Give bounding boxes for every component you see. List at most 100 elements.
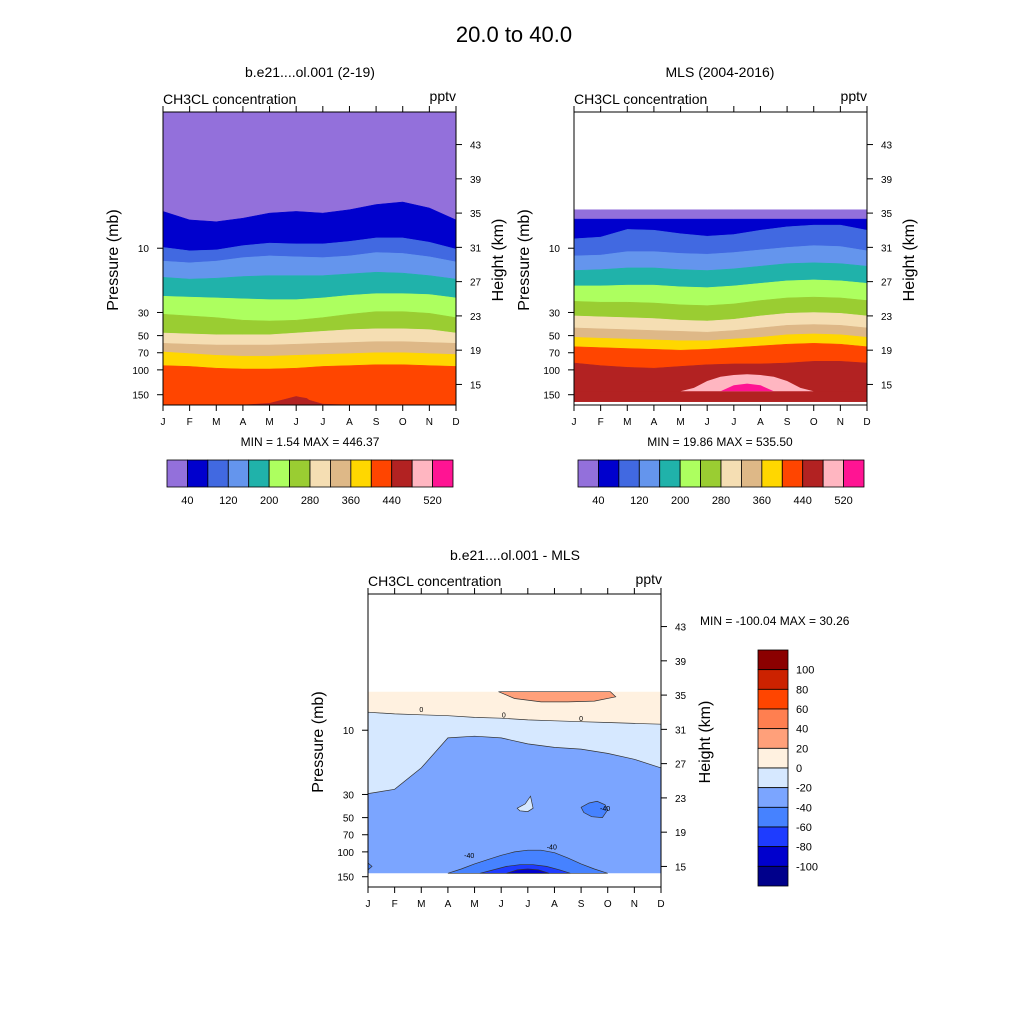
panel-diff-subtitle-right: pptv bbox=[636, 571, 662, 587]
model-colorbar-label: 440 bbox=[383, 495, 401, 507]
mls-month-label: N bbox=[837, 417, 844, 428]
mls-month-label: A bbox=[757, 417, 764, 428]
model-colorbar-label: 280 bbox=[301, 495, 319, 507]
mls-pressure-label: 150 bbox=[543, 391, 560, 402]
mls-colorbar-label: 440 bbox=[794, 495, 812, 507]
mls-band bbox=[573, 391, 868, 402]
diff-colorbar-swatch bbox=[757, 649, 789, 671]
mls-month-label: O bbox=[810, 417, 818, 428]
diff-height-label: 43 bbox=[675, 623, 687, 634]
diff-colorbar-swatch bbox=[757, 708, 789, 730]
diff-colorbar-label: 0 bbox=[796, 763, 802, 775]
diff-colorbar-swatch bbox=[757, 688, 789, 710]
diff-frame bbox=[367, 593, 662, 888]
mls-frame bbox=[573, 111, 868, 406]
diff-lobe-minus80 bbox=[506, 868, 550, 874]
mls-month-label: M bbox=[676, 417, 684, 428]
diff-colorbar-swatch bbox=[757, 728, 789, 749]
mls-colorbar-swatch bbox=[618, 459, 640, 488]
diff-month-label: S bbox=[578, 899, 585, 910]
diff-colorbar-label: 100 bbox=[796, 665, 814, 677]
model-height-label: 35 bbox=[470, 209, 482, 220]
diff-colorbar-swatch bbox=[757, 826, 789, 848]
model-height-label: 27 bbox=[470, 278, 482, 289]
panel-mls-ylabel-right: Height (km) bbox=[901, 219, 918, 302]
diff-height-label: 15 bbox=[675, 862, 687, 873]
diff-month-label: N bbox=[631, 899, 638, 910]
mls-height-label: 39 bbox=[881, 175, 893, 186]
panel-mls-stats: MIN = 19.86 MAX = 535.50 bbox=[647, 435, 793, 449]
diff-contour-label: -40 bbox=[600, 806, 610, 813]
model-month-label: S bbox=[373, 417, 380, 428]
diff-height-label: 31 bbox=[675, 725, 687, 736]
panel-mls-title: MLS (2004-2016) bbox=[666, 64, 775, 80]
panel-model-ylabel-left: Pressure (mb) bbox=[105, 209, 122, 310]
diff-colorbar-label: -80 bbox=[796, 842, 812, 854]
diff-month-label: J bbox=[366, 899, 371, 910]
mls-colorbar-swatch bbox=[679, 459, 701, 488]
mls-height-label: 15 bbox=[881, 380, 893, 391]
panel-mls-ylabel-left: Pressure (mb) bbox=[516, 209, 533, 310]
diff-month-label: A bbox=[445, 899, 452, 910]
figure-title: 20.0 to 40.0 bbox=[456, 22, 572, 47]
model-pressure-label: 150 bbox=[132, 391, 149, 402]
diff-height-label: 27 bbox=[675, 760, 687, 771]
diff-month-label: M bbox=[470, 899, 478, 910]
diff-height-label: 19 bbox=[675, 828, 687, 839]
diff-contour-label: -40 bbox=[547, 844, 557, 851]
mls-colorbar-swatch bbox=[741, 459, 763, 488]
mls-colorbar-label: 200 bbox=[671, 495, 689, 507]
diff-pressure-label: 70 bbox=[343, 831, 355, 842]
panel-model-subtitle-right: pptv bbox=[430, 88, 456, 104]
model-pressure-label: 10 bbox=[138, 244, 150, 255]
model-month-label: J bbox=[320, 417, 325, 428]
diff-month-label: F bbox=[392, 899, 398, 910]
model-height-label: 19 bbox=[470, 346, 482, 357]
model-colorbar-swatch bbox=[227, 459, 250, 488]
model-month-label: O bbox=[399, 417, 407, 428]
mls-colorbar-swatch bbox=[577, 459, 599, 488]
mls-pressure-label: 70 bbox=[549, 349, 561, 360]
panel-diff-stats: MIN = -100.04 MAX = 30.26 bbox=[700, 614, 850, 628]
model-colorbar-swatch bbox=[411, 459, 433, 488]
diff-contour-label: -40 bbox=[464, 853, 474, 860]
mls-magenta-patch bbox=[720, 383, 774, 392]
mls-colorbar-swatch bbox=[659, 459, 681, 488]
panel-model-title: b.e21....ol.001 (2-19) bbox=[245, 64, 375, 80]
panel-diff-plot: 0 0 0 -40 -40 -40 J F M A M J J A S O N D 10 30 50 70 100 150 43… bbox=[337, 588, 687, 910]
model-height-label: 39 bbox=[470, 175, 482, 186]
mls-band bbox=[573, 209, 868, 220]
panel-diff-ylabel-right: Height (km) bbox=[697, 701, 714, 784]
mls-month-label: M bbox=[623, 417, 631, 428]
diff-colorbar-swatch bbox=[757, 767, 789, 789]
diff-colorbar-label: 80 bbox=[796, 684, 808, 696]
panel-model-plot: J F M A M J J A S O N D 10 30 50 70 100 150 43 39 35 31 27 23 19… bbox=[132, 106, 482, 428]
panel-model: b.e21....ol.001 (2-19) CH3CL concentrati… bbox=[105, 64, 507, 507]
model-height-label: 31 bbox=[470, 243, 482, 254]
diff-colorbar-label: 40 bbox=[796, 724, 808, 736]
diff-contour-minus20 bbox=[367, 735, 662, 794]
diff-contour-label: 0 bbox=[419, 707, 423, 714]
model-frame bbox=[162, 111, 457, 406]
model-month-label: A bbox=[346, 417, 353, 428]
mls-pink-patch bbox=[680, 374, 814, 392]
model-colorbar-label: 200 bbox=[260, 495, 278, 507]
diff-colorbar-swatch bbox=[757, 806, 789, 828]
model-colorbar-swatch bbox=[166, 459, 188, 488]
mls-colorbar-swatch bbox=[638, 459, 661, 488]
model-colorbar-label: 360 bbox=[342, 495, 360, 507]
panel-model-colorbar: 40 120 200 280 360 440 520 bbox=[166, 459, 454, 507]
model-colorbar-label: 40 bbox=[181, 495, 193, 507]
mls-pressure-label: 30 bbox=[549, 308, 561, 319]
panel-diff: b.e21....ol.001 - MLS CH3CL concentratio… bbox=[310, 547, 850, 910]
diff-pressure-label: 10 bbox=[343, 726, 355, 737]
mls-colorbar-swatch bbox=[822, 459, 844, 488]
diff-height-label: 35 bbox=[675, 691, 687, 702]
model-pressure-label: 50 bbox=[138, 332, 150, 343]
diff-colorbar-label: 20 bbox=[796, 743, 808, 755]
panel-diff-title: b.e21....ol.001 - MLS bbox=[450, 547, 580, 563]
mls-height-label: 43 bbox=[881, 141, 893, 152]
diff-colorbar-label: -60 bbox=[796, 822, 812, 834]
diff-month-label: M bbox=[417, 899, 425, 910]
